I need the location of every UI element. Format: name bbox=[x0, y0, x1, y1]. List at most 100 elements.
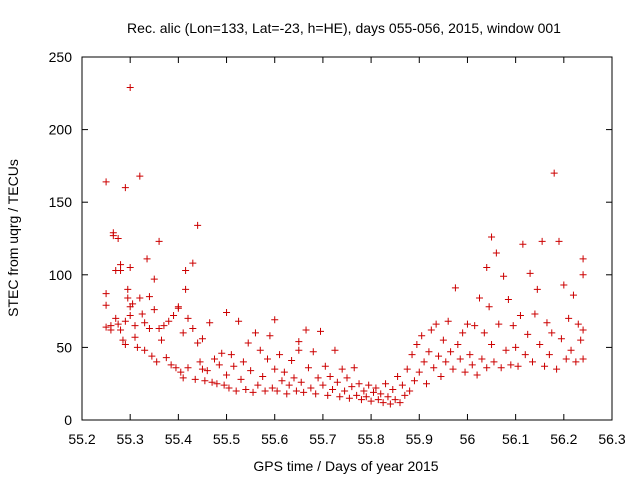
data-point bbox=[492, 249, 500, 257]
data-point bbox=[155, 325, 163, 333]
data-point bbox=[167, 361, 175, 369]
data-point bbox=[136, 294, 144, 302]
data-point bbox=[143, 255, 151, 263]
data-point bbox=[555, 237, 563, 245]
data-point bbox=[326, 372, 334, 380]
data-point bbox=[131, 333, 139, 341]
data-point bbox=[529, 358, 536, 366]
data-point bbox=[408, 351, 416, 359]
data-point bbox=[109, 232, 117, 240]
x-axis-label: GPS time / Days of year 2015 bbox=[253, 458, 438, 474]
data-point bbox=[562, 355, 570, 363]
data-point bbox=[251, 329, 259, 337]
data-point bbox=[314, 374, 322, 382]
data-point bbox=[345, 394, 353, 402]
data-point bbox=[264, 355, 271, 363]
data-point bbox=[560, 281, 568, 289]
data-point bbox=[280, 368, 288, 376]
data-point bbox=[488, 340, 496, 348]
data-point bbox=[362, 393, 370, 401]
data-point bbox=[300, 388, 308, 396]
data-point bbox=[565, 314, 573, 322]
data-point bbox=[410, 377, 418, 385]
data-point bbox=[444, 317, 452, 325]
data-point bbox=[278, 377, 286, 385]
data-point bbox=[295, 346, 303, 354]
data-point bbox=[557, 335, 565, 343]
data-point bbox=[372, 384, 380, 392]
data-point bbox=[377, 390, 385, 398]
data-point bbox=[215, 361, 223, 369]
y-axis-ticks: 0 50 100 150 200 250 bbox=[49, 49, 612, 428]
data-point bbox=[312, 390, 320, 398]
data-point bbox=[145, 293, 153, 301]
plot-frame bbox=[81, 56, 613, 421]
x-tick-label: 55.8 bbox=[357, 431, 384, 447]
data-point bbox=[343, 374, 351, 382]
data-point bbox=[355, 380, 363, 388]
data-point bbox=[459, 329, 467, 337]
data-point bbox=[353, 391, 361, 399]
data-point bbox=[348, 383, 356, 391]
data-point bbox=[507, 361, 515, 369]
data-point bbox=[191, 375, 199, 383]
data-point bbox=[502, 346, 510, 354]
data-point bbox=[206, 319, 214, 327]
data-point bbox=[536, 340, 544, 348]
data-point bbox=[403, 365, 411, 373]
data-point bbox=[184, 314, 192, 322]
data-point bbox=[398, 381, 406, 389]
data-point bbox=[189, 259, 197, 267]
y-axis-label: STEC from uqrg / TECUs bbox=[5, 159, 21, 317]
data-point bbox=[198, 335, 206, 343]
x-tick-label: 56 bbox=[460, 431, 476, 447]
data-point bbox=[117, 266, 125, 274]
data-point bbox=[102, 178, 110, 186]
data-point bbox=[401, 391, 409, 399]
data-point bbox=[307, 384, 315, 392]
data-point bbox=[360, 387, 368, 395]
data-point bbox=[165, 317, 173, 325]
data-point bbox=[290, 374, 298, 382]
data-point bbox=[423, 380, 430, 388]
data-point bbox=[524, 330, 532, 338]
data-point bbox=[468, 361, 476, 369]
data-point bbox=[321, 362, 329, 370]
data-point bbox=[141, 346, 149, 354]
y-tick-label: 250 bbox=[49, 49, 73, 65]
data-point bbox=[579, 255, 587, 263]
data-point bbox=[386, 400, 394, 408]
data-point bbox=[367, 397, 375, 405]
data-point bbox=[295, 338, 303, 346]
data-point bbox=[531, 310, 539, 318]
data-point bbox=[483, 364, 491, 372]
data-point bbox=[548, 329, 556, 337]
y-tick-label: 150 bbox=[49, 194, 73, 210]
data-point bbox=[365, 381, 373, 389]
data-point bbox=[126, 264, 134, 272]
data-point bbox=[497, 364, 505, 372]
data-point bbox=[203, 367, 211, 375]
data-point bbox=[182, 266, 190, 274]
data-point bbox=[396, 399, 404, 407]
data-point bbox=[271, 365, 279, 373]
data-point bbox=[553, 365, 561, 373]
data-point bbox=[488, 233, 496, 241]
data-point bbox=[237, 375, 245, 383]
data-point bbox=[131, 322, 139, 330]
data-point bbox=[463, 320, 471, 328]
data-point bbox=[329, 386, 337, 394]
data-point bbox=[569, 291, 577, 299]
data-point bbox=[288, 356, 296, 364]
data-point bbox=[432, 320, 440, 328]
data-point bbox=[126, 311, 134, 319]
data-point bbox=[538, 237, 546, 245]
data-point bbox=[449, 365, 457, 373]
data-point bbox=[550, 169, 558, 177]
data-point bbox=[261, 387, 269, 395]
data-point bbox=[121, 184, 129, 192]
data-point bbox=[514, 362, 522, 370]
data-point bbox=[247, 367, 255, 375]
data-point bbox=[160, 322, 168, 330]
data-point bbox=[391, 396, 399, 404]
